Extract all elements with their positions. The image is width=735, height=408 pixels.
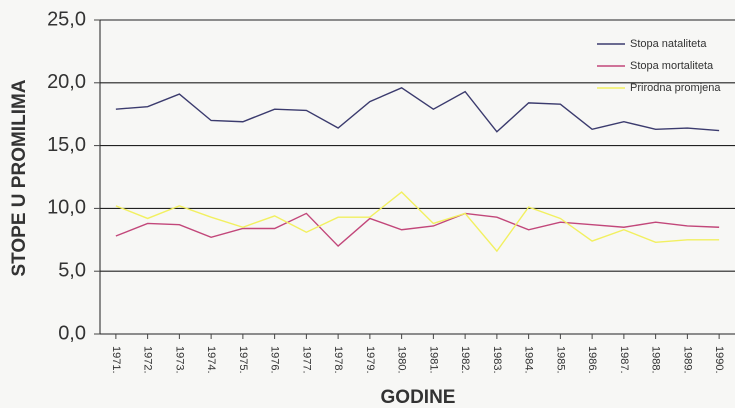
x-tick-label: 1989. xyxy=(681,346,693,374)
x-tick-label: 1977. xyxy=(300,346,312,374)
x-tick-label: 1973. xyxy=(173,346,185,374)
y-axis-title: STOPE U PROMILIMA xyxy=(9,79,30,276)
x-tick-label: 1972. xyxy=(142,346,154,374)
y-tick-label: 0,0 xyxy=(58,322,86,344)
legend-label: Prirodna promjena xyxy=(630,82,721,94)
series-line xyxy=(115,87,720,133)
legend-label: Stopa nataliteta xyxy=(630,38,707,50)
x-tick-label: 1986. xyxy=(586,346,598,374)
x-tick-label: 1983. xyxy=(491,346,503,374)
x-tick-label: 1980. xyxy=(396,346,408,374)
x-tick-label: 1990. xyxy=(713,346,725,374)
x-tick-label: 1985. xyxy=(554,346,566,374)
y-tick-label: 10,0 xyxy=(47,197,86,219)
x-tick-label: 1974. xyxy=(205,346,217,374)
x-tick-label: 1982. xyxy=(459,346,471,374)
legend-label: Stopa mortaliteta xyxy=(630,60,714,72)
x-tick-label: 1988. xyxy=(650,346,662,374)
series-line xyxy=(115,212,720,248)
x-tick-label: 1984. xyxy=(523,346,535,374)
y-tick-label: 5,0 xyxy=(58,259,86,281)
y-tick-label: 25,0 xyxy=(47,8,86,30)
x-tick-label: 1979. xyxy=(364,346,376,374)
x-tick-label: 1975. xyxy=(237,346,249,374)
x-tick-label: 1971. xyxy=(110,346,122,374)
x-axis-title: GODINE xyxy=(381,387,456,408)
x-tick-label: 1976. xyxy=(269,346,281,374)
x-tick-label: 1978. xyxy=(332,346,344,374)
series-line xyxy=(115,191,720,253)
y-tick-label: 15,0 xyxy=(47,134,86,156)
y-tick-label: 20,0 xyxy=(47,71,86,93)
x-tick-label: 1987. xyxy=(618,346,630,374)
x-tick-label: 1981. xyxy=(427,346,439,374)
